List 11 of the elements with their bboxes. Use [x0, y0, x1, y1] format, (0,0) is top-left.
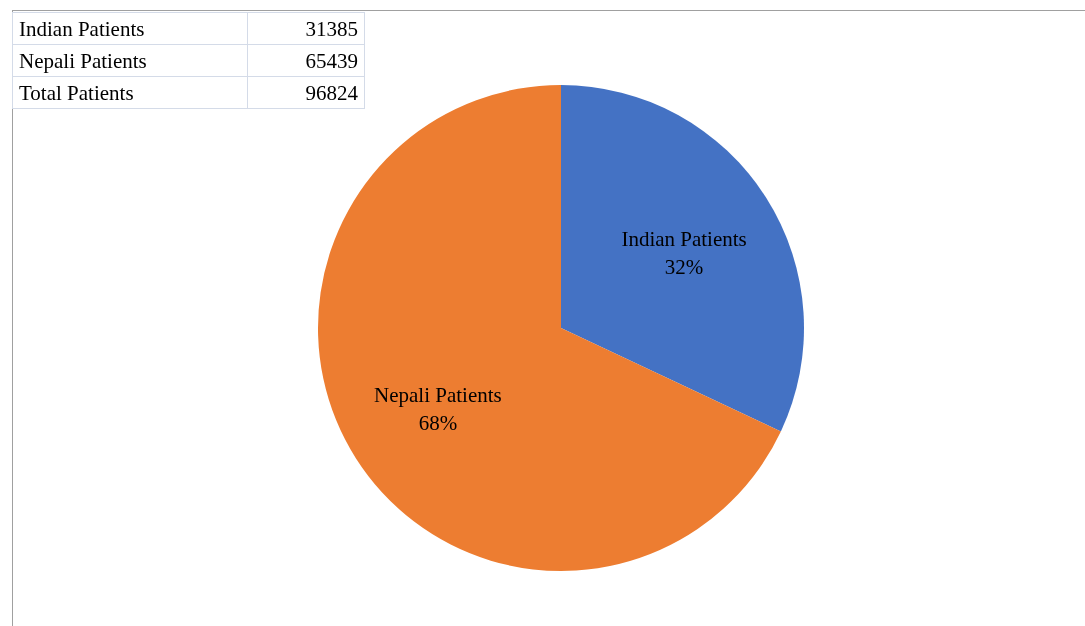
text: Total Patients [12, 76, 248, 109]
text: Nepali Patients [12, 44, 248, 77]
text: 96824 [247, 76, 365, 109]
text: 65439 [247, 44, 365, 77]
slice-label: Nepali Patients [374, 383, 502, 408]
text: 31385 [247, 12, 365, 45]
slice-label: Indian Patients [621, 226, 747, 251]
data-label: 32% [664, 254, 704, 279]
text: Indian Patients [12, 12, 248, 45]
pie-slice [561, 85, 804, 432]
data-label: 68% [418, 411, 458, 436]
